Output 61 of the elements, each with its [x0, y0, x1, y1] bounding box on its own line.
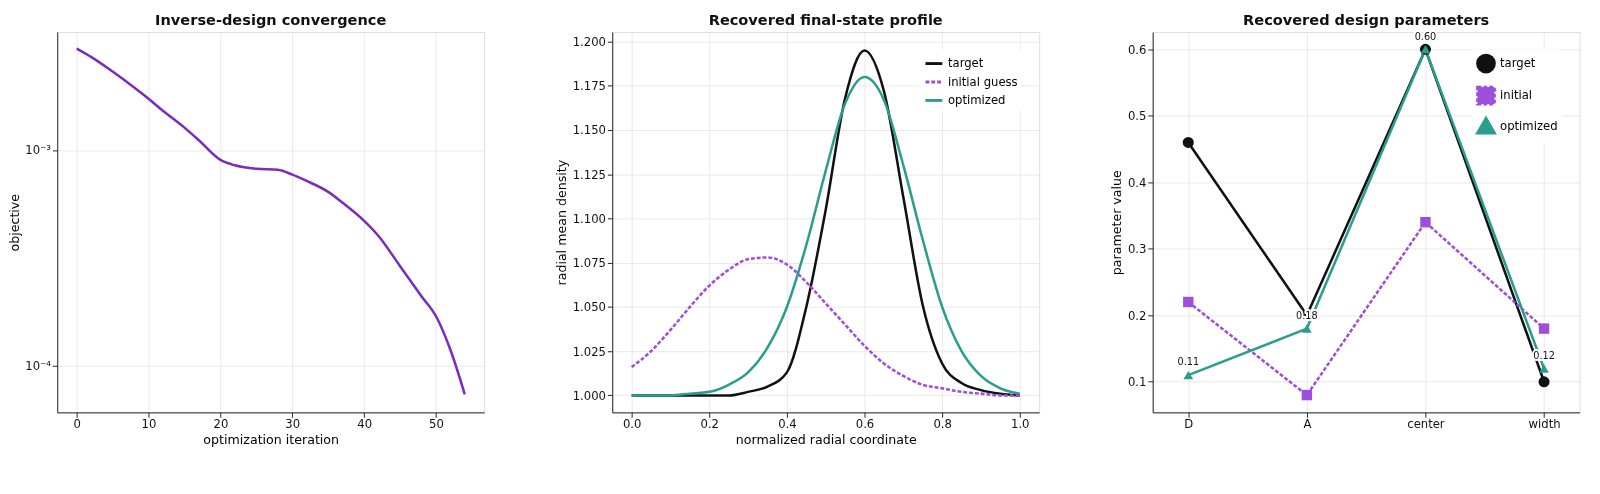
x-tick-label: 0.4	[778, 417, 797, 432]
x-tick-label: 0.2	[700, 417, 720, 432]
point	[1301, 389, 1313, 401]
y-tick-label: 0.5	[1127, 109, 1147, 124]
y-tick-label: 0.4	[1127, 175, 1147, 190]
x-tick-label: 50	[429, 417, 444, 432]
legend-label: initial	[1500, 88, 1533, 103]
y-axis-title: radial mean density	[553, 159, 569, 286]
y-tick-label: 1.000	[572, 388, 606, 403]
point	[1420, 217, 1431, 228]
y-tick-label: 10⁻⁴	[25, 359, 52, 374]
x-tick-label: 0.8	[933, 417, 952, 432]
x-axis-title: optimization iteration	[203, 431, 340, 447]
legend-label: target	[1500, 56, 1536, 71]
x-tick-label: 40	[357, 417, 373, 432]
chart-title: Recovered final-state profile	[708, 11, 943, 29]
point	[1183, 370, 1194, 380]
y-tick-label: 1.125	[572, 167, 606, 182]
line-series	[630, 256, 1022, 397]
point	[1182, 136, 1194, 148]
x-tick-label: 1.0	[1011, 417, 1030, 432]
y-tick-label: 0.3	[1127, 242, 1147, 257]
point	[1539, 364, 1549, 373]
data-label: 0.60	[1414, 30, 1437, 42]
y-tick-label: 1.050	[572, 300, 606, 315]
x-tick-label: D	[1184, 417, 1194, 432]
line-series	[75, 47, 467, 396]
data-label: 0.11	[1177, 356, 1200, 368]
y-tick-label: 0.6	[1127, 42, 1147, 57]
x-axis-title: normalized radial coordinate	[735, 431, 917, 447]
y-tick-label: 0.1	[1127, 375, 1147, 390]
point	[1302, 324, 1312, 333]
x-tick-label: A	[1303, 417, 1312, 432]
legend-label: optimized	[947, 93, 1006, 108]
y-axis-title: objective	[6, 193, 22, 252]
legend-label: optimized	[1500, 118, 1558, 133]
chart-title: Inverse-design convergence	[155, 11, 387, 29]
x-tick-label: 0	[73, 417, 81, 432]
y-tick-label: 1.025	[572, 344, 606, 359]
y-axis-title: parameter value	[1109, 169, 1125, 276]
x-tick-label: 10	[141, 417, 157, 432]
y-tick-label: 1.175	[572, 79, 606, 94]
y-tick-label: 1.075	[572, 256, 606, 271]
x-tick-label: width	[1528, 417, 1561, 432]
x-tick-label: 30	[285, 417, 301, 432]
legend-label: target	[947, 56, 984, 71]
y-tick-label: 1.100	[572, 211, 606, 226]
x-tick-label: 0.0	[622, 417, 642, 432]
x-tick-label: 0.6	[855, 417, 875, 432]
y-tick-label: 1.200	[572, 34, 606, 49]
legend-label: initial guess	[947, 74, 1018, 89]
y-tick-label: 1.150	[572, 123, 606, 138]
x-tick-label: center	[1407, 417, 1445, 432]
point	[1183, 296, 1194, 308]
point	[1538, 323, 1550, 334]
chart-title: Recovered design parameters	[1243, 11, 1490, 29]
y-tick-label: 10⁻³	[25, 143, 52, 158]
point	[1538, 376, 1550, 388]
data-label: 0.18	[1296, 309, 1318, 321]
y-tick-label: 0.2	[1127, 308, 1147, 323]
x-tick-label: 20	[213, 417, 229, 432]
